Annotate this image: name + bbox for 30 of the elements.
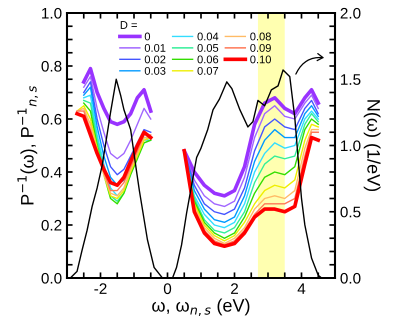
- legend-label: 0.03: [144, 66, 166, 75]
- legend-title: D =: [120, 21, 137, 29]
- legend-label: 0.07: [197, 66, 218, 75]
- legend-label: 0: [144, 32, 150, 40]
- y-axis-title: P$^{−1}$(ω), P$^{−1}$$_{n,s}$: [17, 86, 38, 204]
- y2-tick-label: 0.5: [340, 206, 360, 218]
- y-tick-label: 0.6: [42, 114, 62, 125]
- y2-tick-label: 0.0: [340, 272, 360, 284]
- x-tick-label: -2: [94, 283, 107, 294]
- y-tick-label: 1.0: [42, 8, 62, 19]
- y-tick-label: 0.8: [42, 60, 62, 72]
- legend-label: 0.05: [197, 44, 218, 52]
- legend-label: 0.10: [250, 55, 271, 64]
- y2-tick-label: 1.0: [341, 140, 360, 152]
- y2-tick-label: 2.0: [340, 8, 360, 19]
- y2-tick-label: 1.5: [341, 74, 360, 85]
- legend-label: 0.01: [144, 44, 166, 52]
- y-tick-label: 0.0: [42, 272, 62, 284]
- x-tick-label: 4: [298, 283, 306, 294]
- y2-axis-title: N(ω) (1/eV): [364, 100, 381, 192]
- legend-label: 0.08: [250, 32, 271, 40]
- y-tick-label: 0.4: [42, 166, 62, 178]
- legend-label: 0.09: [250, 44, 271, 52]
- y-tick-label: 0.2: [42, 220, 62, 231]
- x-axis-title: ω, ω$_{n,s}$ (eV): [152, 298, 250, 316]
- x-tick-label: 2: [231, 283, 238, 294]
- legend-label: 0.04: [197, 32, 218, 40]
- legend-label: 0.02: [144, 55, 166, 64]
- x-tick-label: 0: [164, 283, 172, 294]
- legend-label: 0.06: [197, 55, 218, 64]
